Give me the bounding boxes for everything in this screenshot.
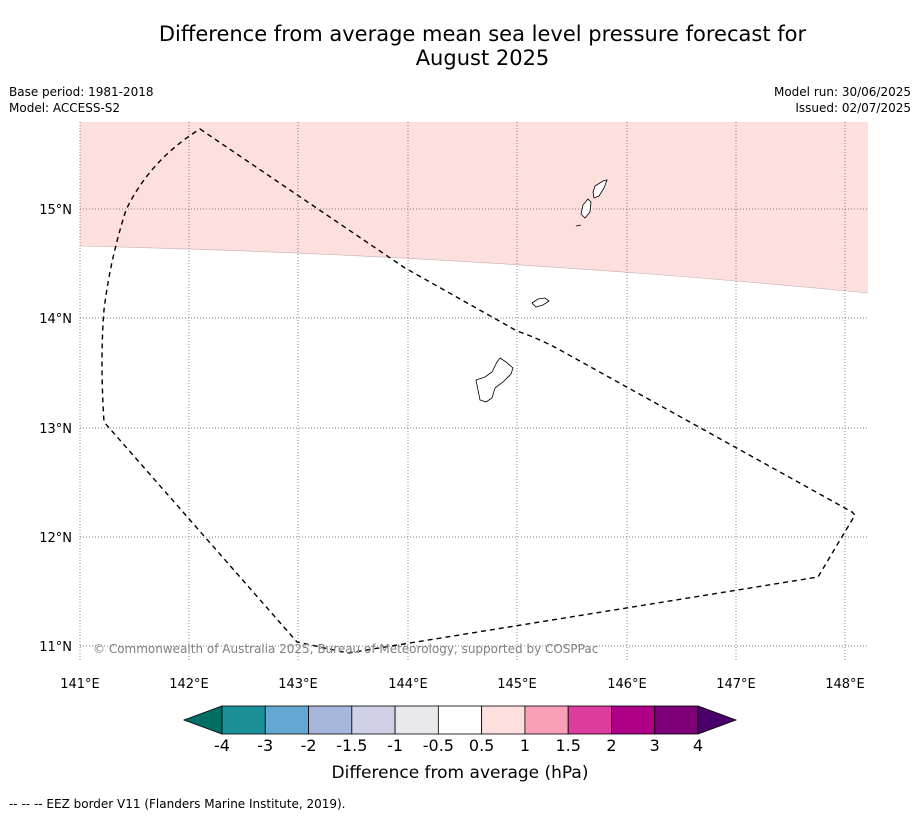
lon-label-141: 141°E: [60, 677, 100, 692]
colorbar-segment: [221, 705, 266, 735]
colorbar-tick-label: -1: [387, 736, 403, 755]
latitude-labels: 15°N 14°N 13°N 12°N 11°N: [39, 203, 72, 655]
colorbar-tick-label: 2: [606, 736, 616, 755]
colorbar-tick-label: -0.5: [423, 736, 454, 755]
lat-label-14: 14°N: [39, 312, 72, 327]
title-line-2: August 2025: [415, 46, 550, 70]
colorbar-ticks: -4 -3 -2 -1.5 -1 -0.5 0.5 1 1.5 2 3 4: [214, 736, 703, 755]
colorbar-segment: [481, 705, 526, 735]
colorbar-extend-high: [697, 705, 738, 735]
lat-label-11: 11°N: [39, 640, 72, 655]
meta-right: Model run: 30/06/2025 Issued: 02/07/2025: [774, 84, 911, 116]
lat-label-12: 12°N: [39, 531, 72, 546]
tinian-island: [580, 198, 592, 219]
islands: [475, 179, 608, 403]
lat-label-13: 13°N: [39, 422, 72, 437]
base-period: Base period: 1981-2018: [9, 85, 154, 99]
colorbar-segment: [308, 705, 353, 735]
saipan-island: [592, 179, 608, 199]
footnote: -- -- -- EEZ border V11 (Flanders Marine…: [9, 797, 346, 811]
guam-island: [475, 357, 514, 403]
colorbar-tick-label: 3: [650, 736, 660, 755]
lon-label-146: 146°E: [607, 677, 647, 692]
colorbar-tick-label: 1.5: [555, 736, 580, 755]
colorbar-segment: [524, 705, 569, 735]
lon-label-143: 143°E: [278, 677, 318, 692]
meta-left: Base period: 1981-2018 Model: ACCESS-S2: [9, 84, 154, 116]
model-name: Model: ACCESS-S2: [9, 101, 121, 115]
colorbar-tick-label: 0.5: [469, 736, 494, 755]
lat-label-15: 15°N: [39, 203, 72, 218]
map-title: Difference from average mean sea level p…: [0, 22, 919, 70]
colorbar-extend-low: [182, 705, 223, 735]
graticule: [79, 122, 868, 660]
lon-label-142: 142°E: [169, 677, 209, 692]
longitude-labels: 141°E 142°E 143°E 144°E 145°E 146°E 147°…: [60, 677, 865, 692]
lon-label-148: 148°E: [825, 677, 865, 692]
model-run: Model run: 30/06/2025: [773, 85, 911, 99]
colorbar-segment: [437, 705, 483, 735]
aguijan-island: [575, 224, 582, 227]
eez-border: [101, 128, 856, 654]
colorbar-segment: [654, 705, 699, 735]
colorbar-segments: [182, 705, 738, 735]
issued-date: Issued: 02/07/2025: [795, 101, 911, 115]
colorbar-segment: [567, 705, 612, 735]
anomaly-shaded-region: [80, 122, 868, 293]
colorbar-segment: [351, 705, 396, 735]
colorbar-segment: [611, 705, 656, 735]
colorbar-tick-label: 1: [520, 736, 530, 755]
colorbar-tick-label: -3: [257, 736, 273, 755]
copyright-notice: © Commonwealth of Australia 2025, Bureau…: [93, 642, 598, 656]
lon-label-144: 144°E: [388, 677, 428, 692]
colorbar-label: Difference from average (hPa): [332, 763, 589, 783]
colorbar-tick-label: -1.5: [336, 736, 367, 755]
lon-label-145: 145°E: [497, 677, 537, 692]
colorbar-segment: [264, 705, 309, 735]
map-panel: 15°N 14°N 13°N 12°N 11°N 141°E 142°E 143…: [39, 122, 869, 692]
colorbar-tick-label: 4: [693, 736, 703, 755]
rota-island: [531, 297, 550, 308]
colorbar-tick-label: -4: [214, 736, 230, 755]
anomaly-contour-line: [79, 245, 869, 294]
colorbar-segment: [394, 705, 439, 735]
title-line-1: Difference from average mean sea level p…: [158, 22, 807, 46]
colorbar-tick-label: -2: [301, 736, 317, 755]
lon-label-147: 147°E: [716, 677, 756, 692]
